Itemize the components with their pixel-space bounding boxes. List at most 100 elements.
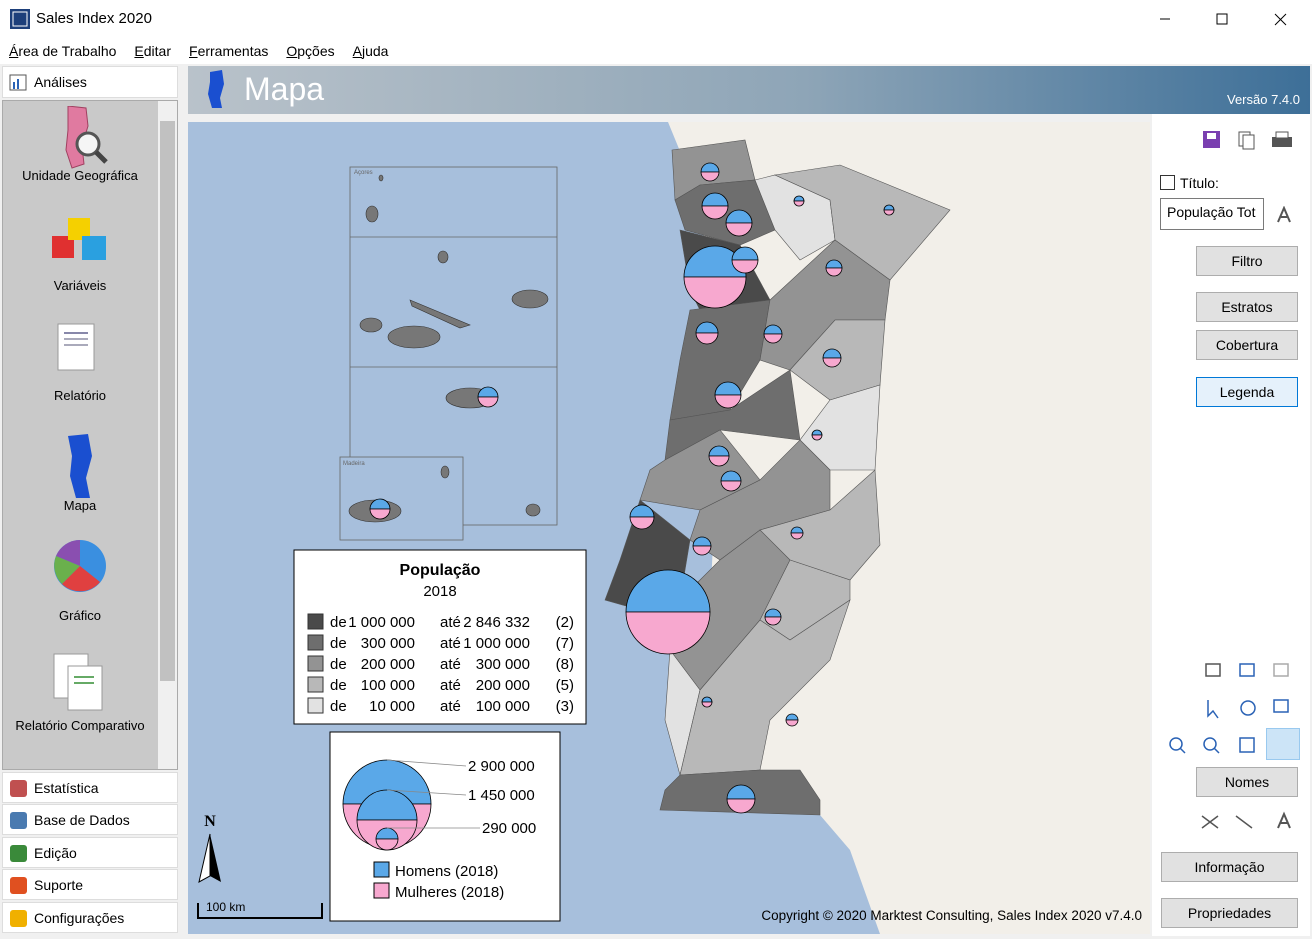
button[interactable]: Legenda: [1196, 377, 1298, 407]
view-header: Mapa Versão 7.4.0: [188, 66, 1310, 114]
sidebar-header-label: Análises: [34, 74, 87, 90]
copyright: Copyright © 2020 Marktest Consulting, Sa…: [761, 908, 1142, 923]
legend-text: até: [440, 635, 461, 652]
pie-slice: [695, 321, 719, 334]
pie-slice: [764, 616, 782, 626]
toolbar-icons[interactable]: [1202, 130, 1312, 152]
section-button[interactable]: Base de Dados: [2, 804, 178, 835]
legend-text: 2 846 332: [463, 614, 530, 631]
nav-item[interactable]: Relatório Comparativo: [15, 718, 145, 733]
size-legend-circles: [342, 759, 480, 851]
legend-text: até: [440, 656, 461, 673]
map-canvas[interactable]: Açores Madeira População 2018 de 1 000 00…: [188, 122, 1150, 934]
legend-text: 10 000: [369, 698, 415, 715]
pie-slice: [822, 348, 842, 359]
pie-slice: [625, 569, 711, 613]
pan-tool[interactable]: [1266, 728, 1300, 760]
menu-item[interactable]: Opções: [286, 43, 335, 59]
button[interactable]: Filtro: [1196, 246, 1298, 276]
nav-item[interactable]: Variáveis: [53, 278, 107, 293]
checkbox[interactable]: [1160, 175, 1175, 190]
nav-item[interactable]: Relatório: [53, 388, 107, 403]
scrollbar[interactable]: [158, 101, 177, 769]
scroll-thumb[interactable]: [160, 121, 175, 681]
nav-item[interactable]: Mapa: [63, 498, 97, 513]
legend-swatch: [307, 676, 324, 693]
menu-item[interactable]: Ajuda: [352, 43, 389, 59]
section-button[interactable]: Edição: [2, 837, 178, 868]
window-controls[interactable]: [1150, 0, 1312, 38]
district[interactable]: [799, 384, 881, 471]
pie-slice: [369, 498, 391, 510]
section-icon: [10, 780, 27, 797]
sidebar-header[interactable]: Análises: [2, 66, 178, 98]
pie-slice: [725, 222, 753, 237]
inset-label: Açores: [354, 170, 373, 176]
pie-slice: [825, 259, 843, 269]
button[interactable]: Nomes: [1196, 767, 1298, 797]
size-label: 2 900 000: [468, 758, 535, 775]
legend-text: de: [330, 656, 347, 673]
section-button[interactable]: Configurações: [2, 902, 178, 933]
north-arrow: [210, 834, 221, 882]
view-title: Mapa: [244, 71, 325, 107]
pie-slice: [700, 171, 720, 182]
pie-slice: [763, 333, 783, 344]
menu-item[interactable]: Ferramentas: [189, 43, 269, 59]
scale-label: 100 km: [206, 900, 245, 914]
menu-item[interactable]: Área de Trabalho: [9, 43, 117, 59]
nav-item[interactable]: Unidade Geográfica: [22, 168, 138, 183]
legend-swatch: [373, 861, 390, 878]
button[interactable]: Propriedades: [1161, 898, 1298, 928]
map-icon: [208, 70, 224, 108]
pie-slice: [692, 545, 712, 556]
legend-text: de: [330, 677, 347, 694]
menu-bar: Área de Trabalho Editar Ferramentas Opções A…: [0, 38, 1312, 64]
button[interactable]: Estratos: [1196, 292, 1298, 322]
nav-item[interactable]: Gráfico: [59, 608, 101, 623]
legend-text: (5): [556, 677, 574, 694]
label-icons[interactable]: [1200, 810, 1312, 832]
button[interactable]: Informação: [1161, 852, 1298, 882]
pie-slice: [785, 719, 799, 727]
legend-text: (8): [556, 656, 574, 673]
tool-icons[interactable]: [1168, 654, 1308, 764]
title-label: Título:: [1180, 175, 1219, 191]
scale-bar: [197, 903, 323, 919]
legend-text: 200 000: [361, 656, 415, 673]
window-title: Sales Index 2020: [36, 10, 152, 27]
title-bar: Sales Index 2020: [0, 0, 1312, 38]
menu-item[interactable]: Editar: [134, 43, 171, 59]
right-panel: Título: População Tot Filtro Estratos Cobe…: [1152, 114, 1310, 936]
legend-text: (7): [556, 635, 574, 652]
pie-slice: [726, 798, 756, 814]
legend-text: 100 000: [476, 698, 530, 715]
legend-text: 100 000: [361, 677, 415, 694]
section-icon: [10, 812, 27, 829]
size-label: 1 450 000: [468, 787, 535, 804]
pie-slice: [764, 608, 782, 618]
pie-slice: [629, 516, 655, 530]
pie-slice: [700, 162, 720, 173]
section-icon: [10, 910, 27, 927]
pie-slice: [477, 386, 499, 398]
sidebar-icons: [52, 106, 108, 711]
legend-text: de: [330, 614, 347, 631]
title-input[interactable]: População Tot: [1160, 198, 1264, 230]
pie-slice: [629, 504, 655, 518]
legend-swatch: [373, 882, 390, 899]
section-button[interactable]: Estatística: [2, 772, 178, 803]
legend-text: de: [330, 698, 347, 715]
pie-slice: [763, 324, 783, 335]
pie-slice: [701, 205, 729, 220]
button[interactable]: Cobertura: [1196, 330, 1298, 360]
section-button[interactable]: Suporte: [2, 869, 178, 900]
pie-slice: [825, 267, 843, 277]
legend-text: 200 000: [476, 677, 530, 694]
version: Versão 7.4.0: [1227, 92, 1300, 107]
pie-slice: [811, 434, 823, 441]
font-icon[interactable]: [1276, 206, 1292, 224]
pie-slice: [683, 276, 747, 309]
pie-slice: [695, 332, 719, 345]
